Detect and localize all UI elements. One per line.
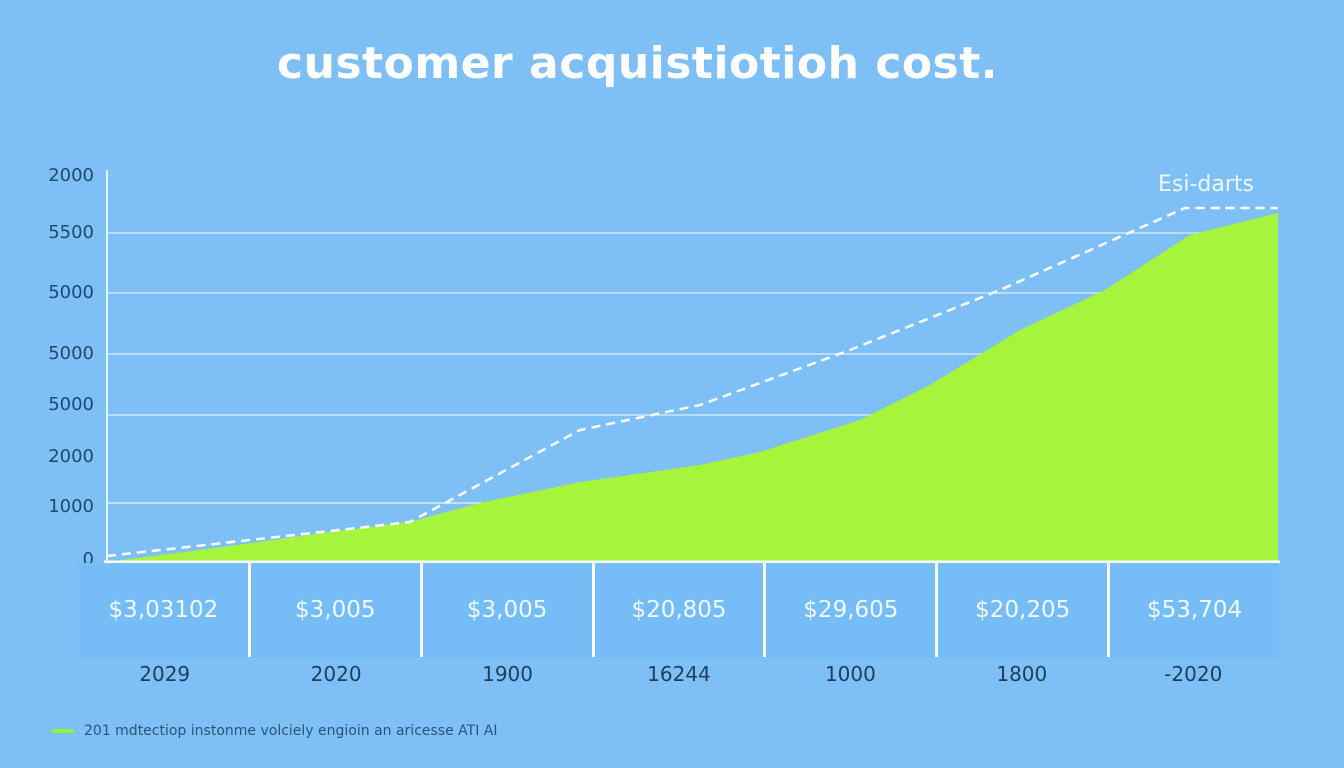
x-label: 16244 (647, 662, 711, 686)
table-cell: $53,704 (1147, 597, 1243, 623)
y-tick-label: 2000 (48, 446, 94, 467)
value-table: $3,03102 $3,005 $3,005 $20,805 $29,605 $… (79, 563, 1279, 657)
legend: 201 mdtectiop instonme volciely engioin … (52, 723, 498, 739)
y-tick-label: 5000 (48, 282, 94, 303)
x-label: 1800 (996, 662, 1048, 686)
y-tick-label: 5500 (48, 222, 94, 243)
table-cell: $29,605 (766, 563, 939, 657)
y-tick-label: 5000 (48, 394, 94, 415)
legend-label: 201 mdtectiop instonme volciely engioin … (84, 723, 498, 739)
x-axis-labels: 2029 2020 1900 16244 1000 1800 -2020 (79, 662, 1279, 686)
y-tick-label: 5000 (48, 343, 94, 364)
x-label: 1900 (482, 662, 533, 686)
series-annotation: Esi-darts (1158, 172, 1254, 197)
table-cell: $3,005 (423, 563, 595, 657)
table-cell: $3,005 (251, 563, 423, 657)
x-label: -2020 (1164, 662, 1223, 686)
y-tick-label: 0 (82, 549, 94, 570)
x-label: 2029 (139, 662, 191, 686)
x-label: 2020 (310, 662, 362, 686)
legend-swatch-icon (52, 729, 74, 733)
y-tick-label: 2000 (48, 165, 94, 186)
area-series (107, 213, 1278, 562)
dashed-projection-line (106, 206, 1278, 558)
table-cell: $20,205 (938, 563, 1111, 657)
x-label: 1000 (824, 662, 876, 686)
y-tick-label: 1000 (48, 496, 94, 517)
chart-title: customer acquistiotioh cost. (276, 38, 998, 89)
table-cell: $3,03102 (79, 563, 251, 657)
table-cell: $20,805 (595, 563, 767, 657)
